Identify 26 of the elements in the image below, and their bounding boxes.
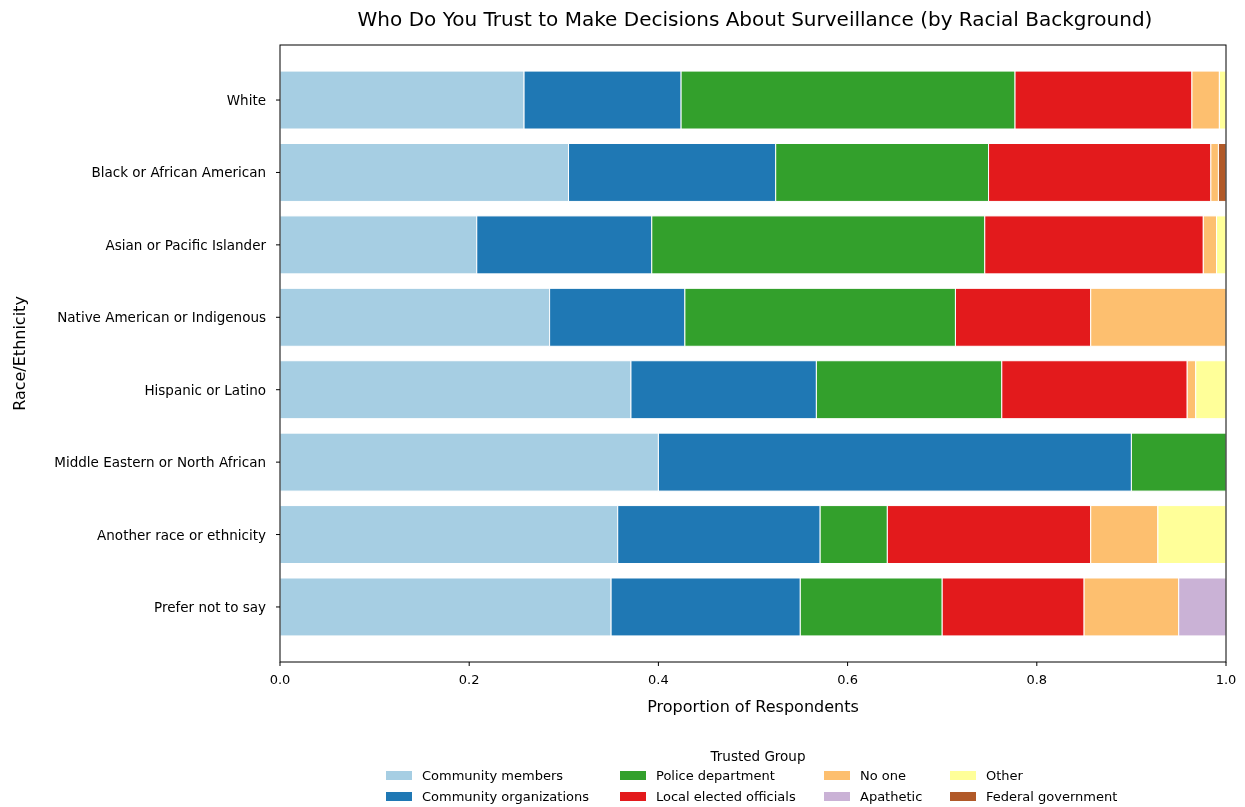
x-tick-label: 0.2 [458, 672, 480, 687]
legend-label: Federal government [986, 789, 1118, 804]
y-tick-label: Middle Eastern or North African [54, 454, 266, 471]
legend-label: Police department [656, 768, 775, 783]
x-tick-label: 1.0 [1215, 672, 1237, 687]
x-tick-label: 0.4 [648, 672, 669, 687]
legend-label: Community organizations [422, 789, 590, 804]
legend-label: Other [986, 768, 1024, 783]
x-axis-title: Proportion of Respondents [647, 697, 859, 716]
x-tick-label: 0.0 [269, 672, 291, 687]
legend-label: Community members [422, 768, 564, 783]
y-tick-label: Asian or Pacific Islander [105, 236, 267, 253]
y-tick-label: White [226, 92, 266, 109]
y-tick-label: Hispanic or Latino [144, 381, 266, 398]
legend-title: Trusted Group [709, 748, 806, 764]
legend-label: Local elected officials [656, 789, 796, 804]
y-axis-title: Race/Ethnicity [10, 296, 29, 411]
y-tick-label: Black or African American [91, 164, 266, 181]
legend-label: No one [860, 768, 907, 783]
y-tick-label: Prefer not to say [154, 598, 267, 615]
chart-title: Who Do You Trust to Make Decisions About Surveillance (by Racial Background) [357, 7, 1153, 31]
x-tick-label: 0.8 [1026, 672, 1048, 687]
x-tick-label: 0.6 [837, 672, 858, 687]
y-tick-label: Another race or ethnicity [97, 526, 266, 543]
y-tick-label: Native American or Indigenous [57, 309, 266, 326]
legend-label: Apathetic [860, 789, 923, 804]
